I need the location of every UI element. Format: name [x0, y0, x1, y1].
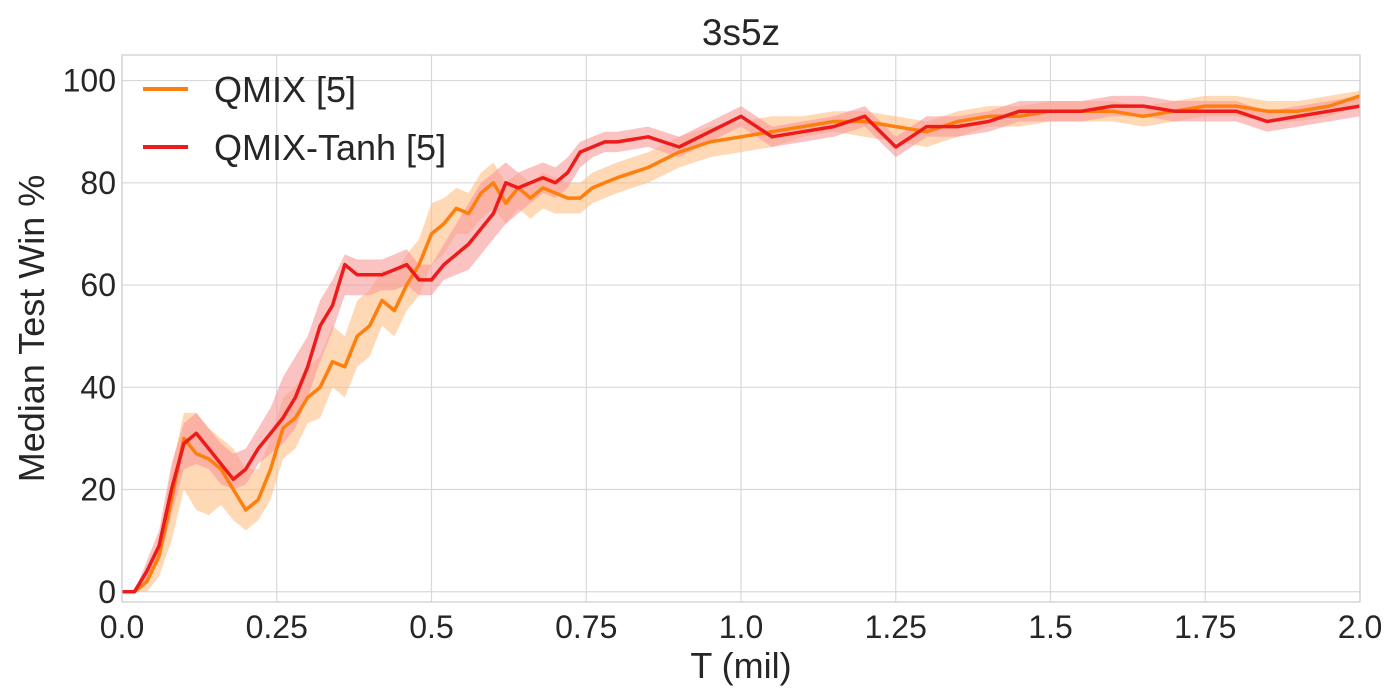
series-lines — [122, 94, 1361, 594]
y-axis-label: Median Test Win % — [11, 175, 52, 482]
x-tick-label: 0.25 — [246, 609, 308, 645]
tick-labels: 0.0 0.25 0.5 0.75 1.0 1.25 1.5 1.75 2.0 0 20 40 60 80… — [63, 63, 1383, 645]
x-axis-label: T (mil) — [690, 645, 791, 686]
x-tick-label: 0.0 — [100, 609, 144, 645]
x-tick-label: 0.75 — [555, 609, 617, 645]
y-tick-label: 60 — [80, 267, 116, 303]
chart-title: 3s5z — [702, 12, 780, 53]
series-1-band — [122, 90, 1360, 592]
legend-label: QMIX [5] — [214, 69, 356, 110]
x-tick-label: 1.0 — [719, 609, 763, 645]
y-tick-label: 40 — [80, 369, 116, 405]
y-tick-label: 100 — [63, 63, 116, 99]
y-tick-label: 80 — [80, 165, 116, 201]
y-tick-label: 0 — [98, 574, 116, 610]
x-tick-label: 2.0 — [1338, 609, 1382, 645]
plot-frame — [121, 54, 1361, 603]
x-tick-label: 1.5 — [1028, 609, 1072, 645]
legend-label: QMIX-Tanh [5] — [214, 127, 446, 168]
series-2-line — [122, 104, 1361, 594]
x-tick-label: 0.5 — [409, 609, 453, 645]
confidence-bands — [122, 90, 1360, 592]
x-tick-label: 1.25 — [865, 609, 927, 645]
y-tick-label: 20 — [80, 472, 116, 508]
x-tick-label: 1.75 — [1174, 609, 1236, 645]
legend: QMIX [5] QMIX-Tanh [5] — [143, 69, 446, 168]
